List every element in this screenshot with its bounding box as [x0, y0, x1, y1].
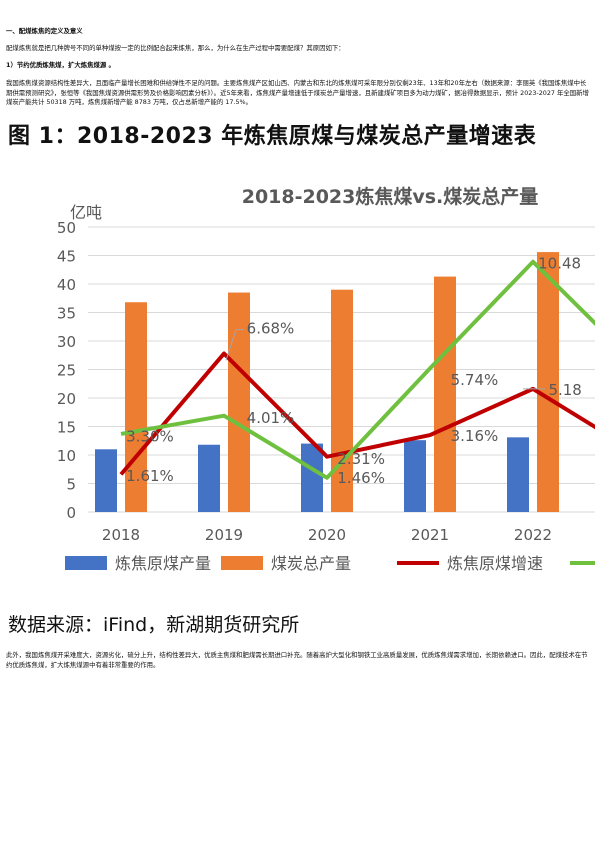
x-tick-label: 2022	[514, 526, 552, 544]
data-label: 6.68%	[247, 319, 295, 337]
y-tick-label: 50	[57, 219, 76, 237]
y-tick-label: 25	[57, 362, 76, 380]
x-tick-label: 2019	[205, 526, 243, 544]
data-label: 5.74%	[451, 371, 499, 389]
data-label: 5.18	[548, 381, 581, 399]
data-label: 4.01%	[247, 409, 295, 427]
legend-swatch	[221, 556, 263, 570]
x-tick-label: 2020	[308, 526, 346, 544]
y-tick-label: 15	[57, 419, 76, 437]
y-tick-label: 10	[57, 447, 76, 465]
body-paragraph: 我国炼焦煤资源结构性差异大，且面临产量增长困难和供给弹性不足的问题。主要炼焦煤产…	[6, 79, 589, 107]
bar-total-coal	[125, 302, 147, 512]
legend-label: 炼焦原煤增速	[447, 554, 543, 573]
y-tick-label: 35	[57, 305, 76, 323]
bar-coking-coal	[404, 440, 426, 512]
production-chart: 2018-2023炼焦煤vs.煤炭总产量 亿吨 0 5 10 15 20 25 30 35 40…	[57, 185, 595, 573]
x-tick-label: 2018	[102, 526, 140, 544]
callout-line	[225, 329, 244, 361]
bar-total-coal	[228, 292, 250, 512]
x-tick-label: 2021	[411, 526, 449, 544]
line-total-coal-growth	[120, 259, 595, 480]
bar-total-coal	[537, 252, 559, 512]
intro-paragraph: 配煤炼焦就是把几种牌号不同的单种煤按一定的比例配合起来炼焦，那么，为什么在生产过…	[6, 44, 345, 52]
y-tick-label: 30	[57, 333, 76, 351]
unit-label: 亿吨	[70, 203, 102, 222]
closing-paragraph: 此外，我国炼焦煤开采难度大，资源劣化，硫分上升，结构性差异大，优质主焦煤和肥煤需…	[6, 651, 588, 669]
y-tick-label: 0	[66, 504, 76, 522]
y-tick-label: 20	[57, 390, 76, 408]
legend-label: 炼焦原煤产量	[115, 554, 211, 573]
y-tick-label: 40	[57, 276, 76, 294]
y-tick-label: 5	[66, 476, 76, 494]
subsection-heading: 1）节约优质炼焦煤，扩大炼焦煤源 。	[6, 61, 115, 69]
data-label: 1.46%	[337, 469, 385, 487]
data-label: 10.48	[538, 254, 581, 272]
legend-swatch	[65, 556, 107, 570]
bar-coking-coal	[301, 443, 323, 512]
legend-label: 煤炭总产量	[271, 554, 351, 573]
chart-container: 2018-2023炼焦煤vs.煤炭总产量 亿吨 0 5 10 15 20 25 30 35 40…	[0, 148, 595, 600]
bar-coking-coal	[507, 437, 529, 512]
section-heading: 一、配煤炼焦的定义及意义	[6, 27, 83, 35]
figure-title: 图 1：2018-2023 年炼焦原煤与煤炭总产量增速表	[8, 124, 537, 149]
chart-title: 2018-2023炼焦煤vs.煤炭总产量	[242, 185, 539, 208]
bar-total-coal	[434, 276, 456, 512]
line-coking-coal-growth	[119, 351, 595, 476]
data-source: 数据来源：iFind，新湖期货研究所	[8, 614, 300, 636]
data-label: 3.16%	[451, 427, 499, 445]
data-label: 1.61%	[126, 467, 174, 485]
bar-coking-coal	[95, 449, 117, 512]
data-label: 2.31%	[337, 450, 385, 468]
y-tick-label: 45	[57, 248, 76, 266]
bar-coking-coal	[198, 444, 220, 512]
data-label: 3.30%	[126, 428, 174, 446]
